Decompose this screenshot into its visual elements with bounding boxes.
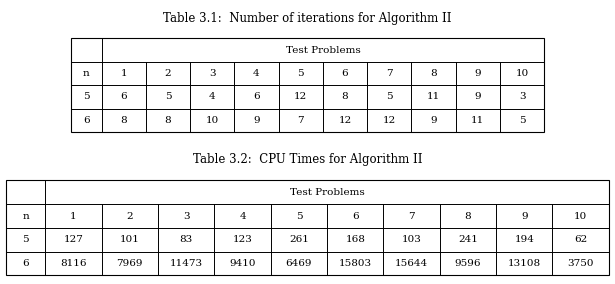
Text: 10: 10 [515, 69, 529, 78]
Text: 6: 6 [83, 116, 89, 125]
Text: 1: 1 [70, 212, 77, 220]
Text: 5: 5 [519, 116, 525, 125]
Text: 9: 9 [475, 92, 481, 101]
Text: 6: 6 [22, 259, 29, 268]
Text: 7: 7 [408, 212, 415, 220]
Text: 6: 6 [352, 212, 359, 220]
Text: 62: 62 [574, 235, 587, 244]
Text: 15803: 15803 [339, 259, 372, 268]
Text: 103: 103 [402, 235, 421, 244]
Text: 6: 6 [342, 69, 348, 78]
Text: 15644: 15644 [395, 259, 428, 268]
Text: 6469: 6469 [285, 259, 312, 268]
Text: 11: 11 [471, 116, 485, 125]
Text: 101: 101 [120, 235, 140, 244]
Text: 3: 3 [183, 212, 189, 220]
Text: 7969: 7969 [117, 259, 143, 268]
Text: 9: 9 [253, 116, 260, 125]
Text: 83: 83 [180, 235, 193, 244]
Text: 123: 123 [232, 235, 253, 244]
Text: 13108: 13108 [508, 259, 541, 268]
Text: 9596: 9596 [454, 259, 481, 268]
Text: Test Problems: Test Problems [285, 45, 360, 55]
Text: 12: 12 [294, 92, 308, 101]
Text: 3750: 3750 [568, 259, 594, 268]
Text: 9: 9 [521, 212, 528, 220]
Text: 127: 127 [63, 235, 84, 244]
Text: 8: 8 [165, 116, 171, 125]
Text: Test Problems: Test Problems [290, 188, 365, 197]
Text: 261: 261 [289, 235, 309, 244]
Text: 11: 11 [427, 92, 440, 101]
Text: 5: 5 [296, 212, 302, 220]
Text: Table 3.1:  Number of iterations for Algorithm II: Table 3.1: Number of iterations for Algo… [163, 12, 452, 25]
Text: 7: 7 [298, 116, 304, 125]
Text: 5: 5 [298, 69, 304, 78]
Text: 7: 7 [386, 69, 392, 78]
Text: 5: 5 [22, 235, 29, 244]
Text: 5: 5 [386, 92, 392, 101]
Text: 241: 241 [458, 235, 478, 244]
Text: 6: 6 [253, 92, 260, 101]
Text: 3: 3 [519, 92, 525, 101]
Text: 5: 5 [165, 92, 171, 101]
Text: 3: 3 [209, 69, 215, 78]
Text: 8: 8 [430, 69, 437, 78]
Text: 194: 194 [514, 235, 534, 244]
Text: 12: 12 [338, 116, 352, 125]
Text: 11473: 11473 [170, 259, 203, 268]
Text: 8116: 8116 [60, 259, 87, 268]
Text: n: n [22, 212, 29, 220]
Text: 2: 2 [165, 69, 171, 78]
Text: 2: 2 [127, 212, 133, 220]
Text: n: n [83, 69, 90, 78]
Text: 4: 4 [253, 69, 260, 78]
Text: 5: 5 [83, 92, 89, 101]
Text: 10: 10 [205, 116, 219, 125]
Text: 9: 9 [475, 69, 481, 78]
Text: 8: 8 [465, 212, 471, 220]
Text: 12: 12 [383, 116, 396, 125]
Text: 9410: 9410 [229, 259, 256, 268]
Text: 8: 8 [342, 92, 348, 101]
Text: 1: 1 [121, 69, 127, 78]
Text: 4: 4 [239, 212, 246, 220]
Text: 168: 168 [346, 235, 365, 244]
Text: Table 3.2:  CPU Times for Algorithm II: Table 3.2: CPU Times for Algorithm II [192, 153, 423, 166]
Text: 8: 8 [121, 116, 127, 125]
Text: 4: 4 [209, 92, 215, 101]
Text: 6: 6 [121, 92, 127, 101]
Text: 10: 10 [574, 212, 587, 220]
Text: 9: 9 [430, 116, 437, 125]
